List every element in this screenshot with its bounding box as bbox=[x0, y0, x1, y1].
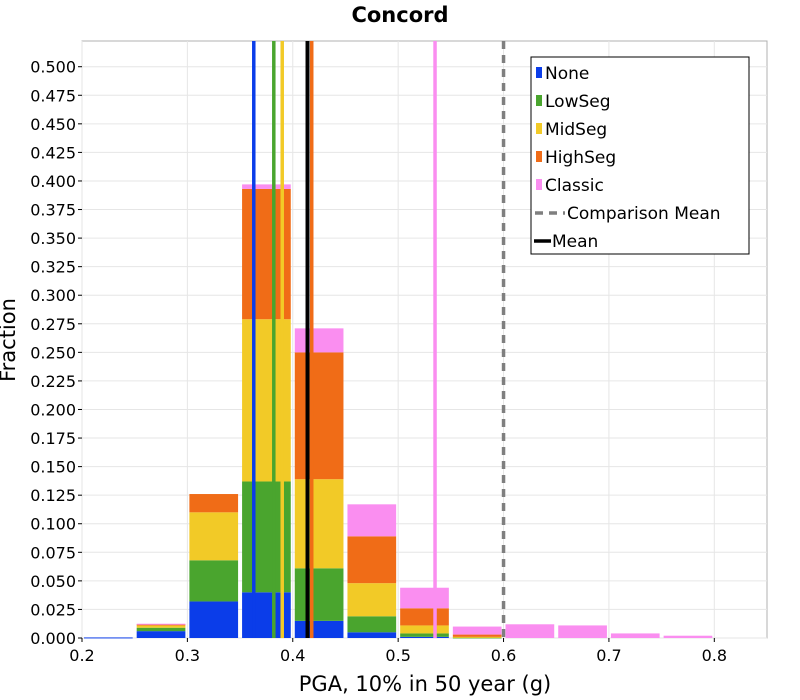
bar-midseg-bin-1 bbox=[136, 625, 186, 628]
legend-swatch-classic bbox=[536, 179, 542, 190]
bar-none-bin-1 bbox=[136, 631, 186, 638]
legend-label: MidSeg bbox=[545, 120, 607, 140]
mean-lines bbox=[252, 41, 506, 638]
bar-midseg-bin-5 bbox=[347, 583, 397, 617]
bar-none-bin-0 bbox=[84, 637, 133, 639]
x-axis-label: PGA, 10% in 50 year (g) bbox=[299, 672, 551, 696]
y-tick-label: 0.375 bbox=[30, 201, 76, 220]
bar-highseg-bin-7 bbox=[452, 634, 502, 637]
y-tick-label: 0.350 bbox=[30, 229, 76, 248]
x-tick-label: 0.3 bbox=[175, 646, 200, 665]
bar-lowseg-bin-7 bbox=[452, 637, 502, 639]
y-tick-label: 0.175 bbox=[30, 429, 76, 448]
legend-swatch-none bbox=[536, 67, 542, 78]
y-tick-label: 0.075 bbox=[30, 543, 76, 562]
y-tick-label: 0.050 bbox=[30, 572, 76, 591]
legend: None LowSeg MidSeg HighSeg Classic Comparison… bbox=[530, 56, 750, 255]
bar-highseg-bin-1 bbox=[136, 624, 186, 626]
bar-none-bin-5 bbox=[347, 632, 397, 638]
bar-highseg-bin-4 bbox=[294, 352, 344, 480]
bar-midseg-bin-6 bbox=[400, 625, 449, 634]
bar-highseg-bin-6 bbox=[400, 608, 449, 626]
x-axis-ticks: 0.2 0.3 0.4 0.5 0.6 0.7 0.8 bbox=[69, 638, 727, 665]
bar-highseg-bin-2 bbox=[189, 494, 239, 513]
legend-swatch-lowseg bbox=[536, 95, 542, 106]
bar-highseg-bin-5 bbox=[347, 536, 397, 584]
bar-classic-bin-4 bbox=[294, 328, 344, 353]
y-tick-label: 0.200 bbox=[30, 400, 76, 419]
bar-lowseg-bin-6 bbox=[400, 633, 449, 637]
bar-midseg-bin-7 bbox=[452, 636, 502, 638]
y-axis-ticks: 0.000 0.025 0.050 0.075 0.100 0.125 0.150 0.175… bbox=[30, 58, 82, 648]
legend-box bbox=[530, 56, 750, 255]
x-tick-label: 0.6 bbox=[491, 646, 516, 665]
y-axis-label: Fraction bbox=[0, 298, 20, 382]
x-tick-label: 0.7 bbox=[596, 646, 621, 665]
legend-label: Mean bbox=[552, 232, 598, 252]
bar-none-bin-4 bbox=[294, 620, 344, 638]
y-tick-label: 0.100 bbox=[30, 515, 76, 534]
chart-title: Concord bbox=[351, 3, 448, 27]
bar-midseg-bin-2 bbox=[189, 512, 239, 561]
legend-label: None bbox=[545, 64, 589, 84]
bar-classic-bin-8 bbox=[505, 624, 555, 638]
bar-lowseg-bin-2 bbox=[189, 560, 239, 602]
legend-label: Classic bbox=[545, 176, 604, 196]
bar-none-bin-6 bbox=[400, 636, 449, 638]
legend-label: Comparison Mean bbox=[567, 204, 721, 224]
legend-swatch-highseg bbox=[536, 151, 542, 162]
y-tick-label: 0.300 bbox=[30, 286, 76, 305]
bar-classic-bin-3 bbox=[242, 184, 291, 189]
y-tick-label: 0.400 bbox=[30, 172, 76, 191]
y-tick-label: 0.150 bbox=[30, 458, 76, 477]
x-tick-label: 0.8 bbox=[702, 646, 727, 665]
y-tick-label: 0.275 bbox=[30, 315, 76, 334]
y-tick-label: 0.475 bbox=[30, 86, 76, 105]
bar-classic-bin-5 bbox=[347, 504, 397, 537]
legend-label: LowSeg bbox=[545, 92, 611, 112]
y-tick-label: 0.325 bbox=[30, 258, 76, 277]
bar-classic-bin-11 bbox=[663, 635, 713, 638]
y-tick-label: 0.250 bbox=[30, 343, 76, 362]
x-tick-label: 0.4 bbox=[280, 646, 305, 665]
y-tick-label: 0.225 bbox=[30, 372, 76, 391]
legend-swatch-midseg bbox=[536, 123, 542, 134]
x-tick-label: 0.5 bbox=[385, 646, 410, 665]
bar-classic-bin-9 bbox=[558, 625, 607, 638]
y-tick-label: 0.425 bbox=[30, 143, 76, 162]
bar-classic-bin-10 bbox=[610, 633, 660, 638]
bar-lowseg-bin-4 bbox=[294, 568, 344, 621]
bar-midseg-bin-4 bbox=[294, 479, 344, 569]
bar-none-bin-2 bbox=[189, 601, 239, 638]
bar-classic-bin-1 bbox=[136, 623, 186, 625]
y-tick-label: 0.450 bbox=[30, 115, 76, 134]
y-tick-label: 0.500 bbox=[30, 58, 76, 77]
bar-lowseg-bin-5 bbox=[347, 616, 397, 633]
x-tick-label: 0.2 bbox=[69, 646, 94, 665]
y-tick-label: 0.125 bbox=[30, 486, 76, 505]
bar-lowseg-bin-1 bbox=[136, 627, 186, 632]
bar-classic-bin-6 bbox=[400, 587, 449, 609]
y-tick-label: 0.000 bbox=[30, 629, 76, 648]
bar-classic-bin-7 bbox=[452, 626, 502, 635]
legend-label: HighSeg bbox=[545, 148, 616, 168]
y-tick-label: 0.025 bbox=[30, 600, 76, 619]
